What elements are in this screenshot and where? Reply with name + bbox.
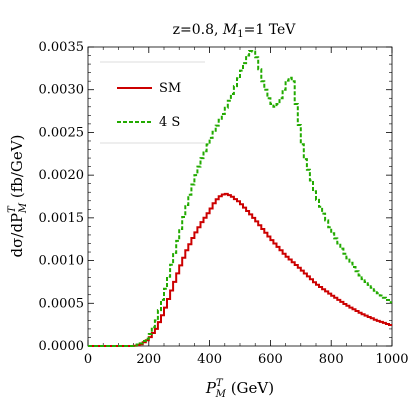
y-axis-label: dσ/dPTM (fb/GeV) <box>7 135 29 258</box>
series-line-4s <box>88 50 392 347</box>
y-tick-label: 0.0020 <box>39 168 85 183</box>
x-tick-label: 200 <box>136 352 161 367</box>
y-tick-label: 0.0015 <box>39 211 85 226</box>
xlabel-sup: T <box>216 378 224 389</box>
x-tick-label: 0 <box>84 352 92 367</box>
title-sub: 1 <box>237 29 243 40</box>
y-tick-label: 0.0035 <box>39 40 85 55</box>
y-tick-label: 0.0030 <box>39 83 85 98</box>
y-tick-label: 0.0025 <box>39 125 85 140</box>
x-tick-label: 1000 <box>375 352 408 367</box>
title-pre: z=0.8, <box>173 22 223 38</box>
ylabel-sub: M <box>18 202 29 214</box>
legend-label-sm: SM <box>159 81 181 96</box>
y-tick-label: 0.0005 <box>39 296 85 311</box>
chart-title: z=0.8, M1=1 TeV <box>173 22 297 40</box>
series-layer <box>88 50 392 347</box>
x-axis-label: PT M (GeV) <box>205 378 274 400</box>
ylabel-sup: T <box>7 205 18 213</box>
xlabel-post: (GeV) <box>226 379 274 397</box>
ylabel-pre: dσ/dP <box>8 213 26 258</box>
x-tick-label: 400 <box>197 352 222 367</box>
legend-label-4s: 4 S <box>159 115 180 130</box>
y-tick-label: 0.0010 <box>39 254 85 269</box>
title-var: M <box>222 22 238 38</box>
y-tick-label: 0.0000 <box>39 339 85 354</box>
title-post: =1 TeV <box>244 22 297 38</box>
axis-ticks: 0 200 400 600 800 1000 0.0000 0.0005 0.0010 0.001… <box>39 40 409 367</box>
plot-frame <box>87 46 393 347</box>
ylabel-post: (fb/GeV) <box>8 135 26 203</box>
series-line-sm <box>88 192 392 347</box>
x-tick-label: 800 <box>319 352 344 367</box>
x-tick-label: 600 <box>258 352 283 367</box>
xlabel-var: P <box>205 379 217 397</box>
legend: SM 4 S <box>100 61 205 144</box>
xlabel-sub: M <box>215 389 227 400</box>
